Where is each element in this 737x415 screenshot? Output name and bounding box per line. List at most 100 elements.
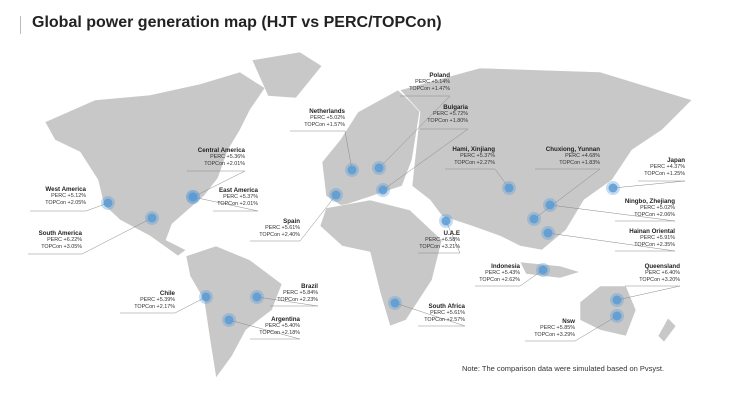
site-name: South Africa bbox=[428, 303, 465, 310]
site-perc: PERC +4.37% bbox=[650, 164, 685, 170]
site-topcon: TOPCon +1.83% bbox=[559, 160, 600, 166]
africa bbox=[319, 199, 443, 327]
site-label: Bulgaria PERC +5.72% TOPCon +1.80% bbox=[427, 104, 468, 125]
site-perc: PERC +5.72% bbox=[433, 111, 468, 117]
site-name: South America bbox=[38, 230, 82, 237]
site-perc: PERC +4.68% bbox=[565, 153, 600, 159]
site-perc: PERC +5.37% bbox=[460, 153, 495, 159]
site-perc: PERC +5.36% bbox=[210, 154, 245, 160]
site-name: Central America bbox=[197, 147, 245, 154]
footnote: Note: The comparison data were simulated… bbox=[462, 364, 665, 373]
site-name: Queensland bbox=[644, 263, 680, 270]
site-marker bbox=[145, 211, 159, 225]
site-name: Netherlands bbox=[309, 108, 345, 115]
site-perc: PERC +5.02% bbox=[310, 115, 345, 121]
site-name: U.A.E bbox=[443, 230, 460, 237]
site-marker bbox=[606, 181, 620, 195]
site-perc: PERC +5.39% bbox=[140, 297, 175, 303]
site-topcon: TOPCon +2.40% bbox=[259, 232, 300, 238]
site-label: Ningbo, Zhejiang PERC +5.02% TOPCon +2.06% bbox=[625, 198, 675, 219]
site-label: Hainan Oriental PERC +5.91% TOPCon +2.35% bbox=[629, 228, 675, 249]
site-name: Spain bbox=[283, 218, 300, 225]
site-topcon: TOPCon +2.23% bbox=[277, 297, 318, 303]
site-perc: PERC +6.40% bbox=[645, 270, 680, 276]
site-topcon: TOPCon +2.35% bbox=[634, 242, 675, 248]
site-label: Poland PERC +5.14% TOPCon +1.47% bbox=[409, 72, 450, 93]
site-marker bbox=[250, 290, 264, 304]
site-perc: PERC +5.61% bbox=[430, 310, 465, 316]
site-label: Central America PERC +5.36% TOPCon +2.01% bbox=[198, 147, 245, 168]
site-name: Poland bbox=[429, 72, 450, 79]
site-name: Nsw bbox=[562, 318, 575, 325]
site-label: South America PERC +6.22% TOPCon +3.05% bbox=[39, 230, 82, 251]
indonesia bbox=[519, 261, 582, 279]
site-topcon: TOPCon +2.01% bbox=[217, 201, 258, 207]
site-label: Chile PERC +5.39% TOPCon +2.17% bbox=[134, 290, 175, 311]
site-marker bbox=[372, 161, 386, 175]
site-topcon: TOPCon +1.80% bbox=[427, 118, 468, 124]
site-label: Indonesia PERC +5.43% TOPCon +2.62% bbox=[479, 263, 520, 284]
site-label: Spain PERC +5.61% TOPCon +2.40% bbox=[259, 218, 300, 239]
site-perc: PERC +6.58% bbox=[425, 237, 460, 243]
site-label: Nsw PERC +5.85% TOPCon +3.29% bbox=[534, 318, 575, 339]
site-label: West America PERC +5.12% TOPCon +2.05% bbox=[45, 186, 86, 207]
asia bbox=[399, 67, 693, 251]
site-marker bbox=[610, 309, 624, 323]
site-perc: PERC +5.43% bbox=[485, 270, 520, 276]
site-name: Chuxiong, Yunnan bbox=[545, 146, 600, 153]
site-label: Hami, Xinjiang PERC +5.37% TOPCon +2.27% bbox=[452, 146, 495, 167]
site-label: Japan PERC +4.37% TOPCon +1.25% bbox=[644, 157, 685, 178]
site-topcon: TOPCon +3.05% bbox=[41, 244, 82, 250]
site-marker bbox=[543, 198, 557, 212]
site-marker bbox=[376, 183, 390, 197]
site-label: South Africa PERC +5.61% TOPCon +2.57% bbox=[424, 303, 465, 324]
site-marker bbox=[186, 190, 200, 204]
site-label: East America PERC +5.37% TOPCon +2.01% bbox=[217, 187, 258, 208]
greenland bbox=[251, 51, 323, 99]
site-topcon: TOPCon +3.20% bbox=[639, 277, 680, 283]
site-topcon: TOPCon +1.25% bbox=[644, 171, 685, 177]
site-perc: PERC +5.91% bbox=[640, 235, 675, 241]
site-marker bbox=[329, 188, 343, 202]
site-topcon: TOPCon +2.62% bbox=[479, 277, 520, 283]
site-topcon: TOPCon +2.18% bbox=[259, 330, 300, 336]
site-name: West America bbox=[45, 186, 86, 193]
site-topcon: TOPCon +2.17% bbox=[134, 304, 175, 310]
site-perc: PERC +5.37% bbox=[223, 194, 258, 200]
site-label: Queensland PERC +6.40% TOPCon +3.20% bbox=[639, 263, 680, 284]
site-marker bbox=[199, 290, 213, 304]
site-label: Netherlands PERC +5.02% TOPCon +1.57% bbox=[304, 108, 345, 129]
site-topcon: TOPCon +2.27% bbox=[454, 160, 495, 166]
site-topcon: TOPCon +2.05% bbox=[45, 200, 86, 206]
site-name: Brazil bbox=[301, 283, 318, 290]
site-marker bbox=[536, 263, 550, 277]
north-america bbox=[44, 71, 266, 257]
site-perc: PERC +5.12% bbox=[51, 193, 86, 199]
site-name: Indonesia bbox=[491, 263, 520, 270]
site-label: Brazil PERC +5.84% TOPCon +2.23% bbox=[277, 283, 318, 304]
site-marker bbox=[388, 296, 402, 310]
page-title: Global power generation map (HJT vs PERC… bbox=[32, 14, 442, 31]
south-america bbox=[185, 245, 283, 379]
site-markers bbox=[101, 161, 624, 327]
site-perc: PERC +5.40% bbox=[265, 323, 300, 329]
site-marker bbox=[541, 226, 555, 240]
site-name: Hainan Oriental bbox=[629, 228, 675, 235]
site-perc: PERC +5.85% bbox=[540, 325, 575, 331]
site-name: Bulgaria bbox=[443, 104, 468, 111]
site-topcon: TOPCon +3.29% bbox=[534, 332, 575, 338]
site-perc: PERC +5.02% bbox=[640, 205, 675, 211]
site-name: East America bbox=[219, 187, 258, 194]
site-marker bbox=[439, 214, 453, 228]
site-marker bbox=[345, 163, 359, 177]
australia bbox=[579, 285, 637, 337]
leader-lines bbox=[28, 95, 686, 342]
site-topcon: TOPCon +1.47% bbox=[409, 86, 450, 92]
new-zealand bbox=[657, 317, 677, 343]
site-label: U.A.E PERC +6.58% TOPCon +3.21% bbox=[419, 230, 460, 251]
site-marker bbox=[610, 293, 624, 307]
site-perc: PERC +5.61% bbox=[265, 225, 300, 231]
title-accent-bar bbox=[20, 16, 21, 34]
site-perc: PERC +5.14% bbox=[415, 79, 450, 85]
